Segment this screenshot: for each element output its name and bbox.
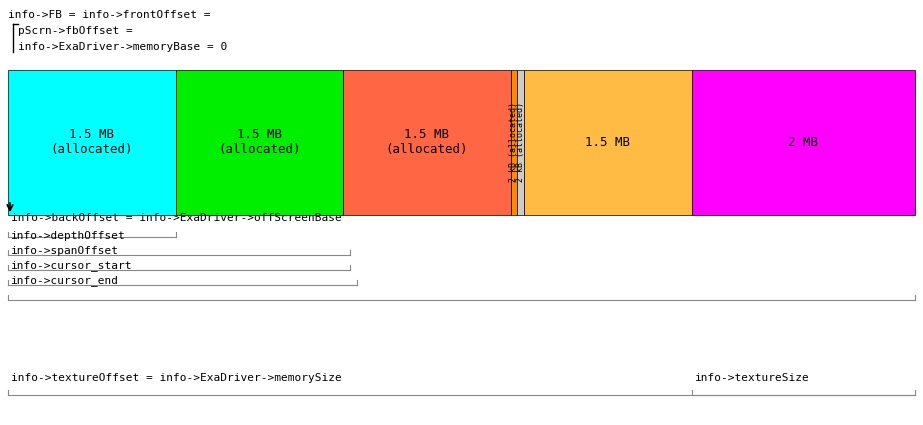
Text: 2 kB (allocated): 2 kB (allocated) [516, 102, 525, 182]
Bar [524, 70, 691, 215]
Text: info->cursor_start: info->cursor_start [11, 260, 133, 271]
Text: 1.5 MB
(allocated): 1.5 MB (allocated) [386, 128, 468, 156]
Text: info->ExaDriver->memoryBase = 0: info->ExaDriver->memoryBase = 0 [18, 42, 227, 52]
Bar [8, 70, 175, 215]
Text: info->depthOffset: info->depthOffset [11, 231, 126, 241]
Text: info->textureSize: info->textureSize [695, 373, 809, 383]
Text: 1.5 MB
(allocated): 1.5 MB (allocated) [218, 128, 301, 156]
Bar [175, 70, 343, 215]
Text: 2 MB: 2 MB [788, 136, 819, 149]
Text: info->FB = info->frontOffset =: info->FB = info->frontOffset = [8, 10, 210, 20]
Text: info->textureOffset = info->ExaDriver->memorySize: info->textureOffset = info->ExaDriver->m… [11, 373, 342, 383]
Text: 2 kB (allocated): 2 kB (allocated) [509, 102, 519, 182]
Text: pScrn->fbOffset =: pScrn->fbOffset = [18, 26, 133, 36]
Bar [343, 70, 510, 215]
Bar [691, 70, 915, 215]
Text: info->backOffset = info->ExaDriver->offScreenBase: info->backOffset = info->ExaDriver->offS… [11, 213, 342, 223]
Text: 1.5 MB
(allocated): 1.5 MB (allocated) [51, 128, 133, 156]
Text: 1.5 MB: 1.5 MB [585, 136, 630, 149]
Bar [518, 70, 524, 215]
Bar [510, 70, 518, 215]
Text: info->cursor_end: info->cursor_end [11, 275, 119, 286]
Text: info->spanOffset: info->spanOffset [11, 246, 119, 256]
